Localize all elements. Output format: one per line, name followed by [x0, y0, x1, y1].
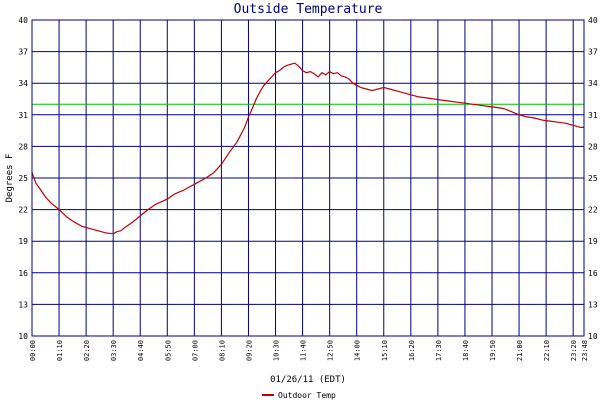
x-tick-label: 07:00: [191, 340, 199, 361]
x-tick-label: 02:20: [83, 340, 91, 361]
plot-frame: [31, 19, 585, 337]
x-tick-label: 15:10: [381, 340, 389, 361]
x-tick-label: 23:20: [570, 340, 578, 361]
legend-label: Outdoor Temp: [278, 391, 336, 400]
series-line-outdoor-temp: [31, 62, 584, 235]
x-tick-label: 03:30: [110, 340, 118, 361]
y-tick-label-left: 31: [18, 111, 28, 120]
y-tick-label-right: 16: [588, 269, 598, 278]
y-tick-label-left: 37: [18, 48, 28, 57]
grid: [31, 19, 585, 337]
y-axis-label: Degrees F: [5, 154, 15, 203]
x-tick-label: 12:50: [327, 340, 335, 361]
x-tick-label: 19:50: [489, 340, 497, 361]
x-tick-label: 16:20: [408, 340, 416, 361]
y-tick-label-left: 40: [18, 16, 28, 25]
y-tick-label-right: 13: [588, 300, 598, 309]
x-tick-label: 22:10: [543, 340, 551, 361]
y-tick-label-right: 28: [588, 142, 598, 151]
y-tick-label-left: 28: [18, 142, 28, 151]
x-tick-label: 14:00: [354, 340, 362, 361]
y-tick-labels-left: 10 13 16 19 22 25 28 31 34 37 40: [18, 16, 28, 341]
y-tick-label-right: 40: [588, 16, 598, 25]
y-tick-label-left: 19: [18, 237, 28, 246]
y-tick-label-right: 10: [588, 332, 598, 341]
x-tick-labels: 00:00 01:10 02:20 03:30 04:40 05:50 07:00 08:10…: [29, 340, 589, 361]
x-tick-label: 04:40: [137, 340, 145, 361]
x-tick-label: 10:30: [273, 340, 281, 361]
x-tick-label: 17:30: [435, 340, 443, 361]
x-tick-label: 00:00: [29, 340, 37, 361]
chart-title: Outside Temperature: [234, 2, 383, 17]
y-tick-label-right: 34: [588, 79, 598, 88]
x-tick-label: 08:10: [218, 340, 226, 361]
x-tick-label: 09:20: [245, 340, 253, 361]
x-tick-label: 21:00: [516, 340, 524, 361]
y-tick-label-right: 37: [588, 48, 598, 57]
y-tick-label-left: 25: [18, 174, 28, 183]
y-tick-label-right: 19: [588, 237, 598, 246]
x-tick-label: 23:48: [581, 340, 589, 361]
y-tick-label-left: 10: [18, 332, 28, 341]
x-tick-label: 01:10: [56, 340, 64, 361]
y-tick-label-left: 22: [18, 206, 28, 215]
series-layer: [31, 62, 584, 235]
y-tick-label-right: 25: [588, 174, 598, 183]
y-tick-label-right: 31: [588, 111, 598, 120]
x-tick-label: 18:40: [462, 340, 470, 361]
y-tick-label-left: 13: [18, 300, 28, 309]
x-axis-label: 01/26/11 (EDT): [270, 375, 346, 385]
x-tick-label: 11:40: [300, 340, 308, 361]
y-tick-label-left: 34: [18, 79, 28, 88]
y-tick-label-right: 22: [588, 206, 598, 215]
legend: Outdoor Temp: [262, 391, 336, 400]
x-tick-label: 05:50: [164, 340, 172, 361]
y-tick-label-left: 16: [18, 269, 28, 278]
y-tick-labels-right: 10 13 16 19 22 25 28 31 34 37 40: [588, 16, 598, 341]
